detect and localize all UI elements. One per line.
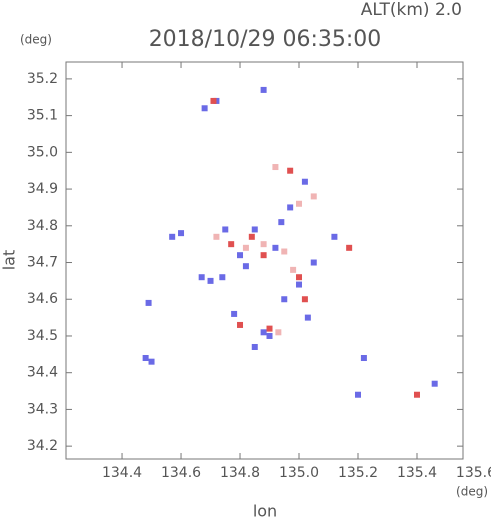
- echo-point: [290, 266, 297, 273]
- echo-point: [213, 233, 220, 240]
- echo-point: [281, 296, 288, 303]
- echo-point: [296, 200, 303, 207]
- y-tick-label: 34.2: [27, 438, 58, 454]
- altitude-label: ALT(km) 2.0: [361, 0, 462, 20]
- x-tick-label: 134.8: [220, 465, 260, 481]
- echo-point: [145, 299, 152, 306]
- echo-point: [413, 391, 420, 398]
- echo-point: [287, 204, 294, 211]
- x-unit: (deg): [456, 485, 488, 499]
- y-tick-label: 34.8: [27, 218, 58, 234]
- y-tick-label: 34.9: [27, 181, 58, 197]
- echo-point: [266, 332, 273, 339]
- y-tick-label: 34.5: [27, 328, 58, 344]
- echo-point: [346, 244, 353, 251]
- echo-point: [242, 263, 249, 270]
- echo-point: [142, 355, 149, 362]
- echo-point: [310, 259, 317, 266]
- echo-point: [237, 252, 244, 259]
- echo-point: [266, 325, 273, 332]
- x-tick-label: 134.4: [102, 465, 142, 481]
- echo-point: [287, 167, 294, 174]
- echo-point: [301, 296, 308, 303]
- echo-point: [272, 244, 279, 251]
- y-tick-label: 35.2: [27, 71, 58, 87]
- echo-point: [248, 233, 255, 240]
- echo-point: [260, 329, 267, 336]
- echo-point: [198, 274, 205, 281]
- x-tick-label: 135.0: [279, 465, 319, 481]
- x-tick-label: 135.4: [397, 465, 437, 481]
- echo-point: [207, 277, 214, 284]
- echo-point: [260, 241, 267, 248]
- x-axis-label: lon: [253, 502, 277, 521]
- y-tick-label: 35.0: [27, 144, 58, 160]
- echo-point: [272, 164, 279, 171]
- echo-point: [296, 274, 303, 281]
- echo-point: [148, 358, 155, 365]
- x-tick-label: 135.6: [456, 465, 491, 481]
- echo-point: [354, 391, 361, 398]
- chart-title: 2018/10/29 06:35:00: [149, 27, 382, 52]
- echo-point: [260, 252, 267, 259]
- x-tick-label: 134.6: [161, 465, 201, 481]
- y-tick-label: 34.6: [27, 291, 58, 307]
- echo-point: [260, 86, 267, 93]
- echo-point: [301, 178, 308, 185]
- y-axis-label: lat: [0, 250, 19, 271]
- echo-point: [242, 244, 249, 251]
- y-tick-label: 34.4: [27, 365, 58, 381]
- echo-point: [178, 230, 185, 237]
- echo-point: [360, 355, 367, 362]
- echo-point: [222, 226, 229, 233]
- plot-frame: [65, 61, 464, 460]
- echo-point: [304, 314, 311, 321]
- echo-point: [296, 281, 303, 288]
- y-tick-label: 34.7: [27, 255, 58, 271]
- echo-point: [219, 274, 226, 281]
- echo-point: [237, 321, 244, 328]
- echo-point: [310, 193, 317, 200]
- echo-point: [331, 233, 338, 240]
- echo-point: [431, 380, 438, 387]
- echo-point: [169, 233, 176, 240]
- echo-point: [251, 226, 258, 233]
- echo-point: [210, 97, 217, 104]
- echo-point: [278, 219, 285, 226]
- x-tick-label: 135.2: [338, 465, 378, 481]
- echo-point: [231, 310, 238, 317]
- echo-point: [251, 343, 258, 350]
- echo-point: [201, 105, 208, 112]
- y-tick-label: 34.3: [27, 401, 58, 417]
- echo-point: [228, 241, 235, 248]
- echo-point: [281, 248, 288, 255]
- y-tick-label: 35.1: [27, 108, 58, 124]
- y-unit: (deg): [20, 33, 52, 47]
- echo-point: [275, 329, 282, 336]
